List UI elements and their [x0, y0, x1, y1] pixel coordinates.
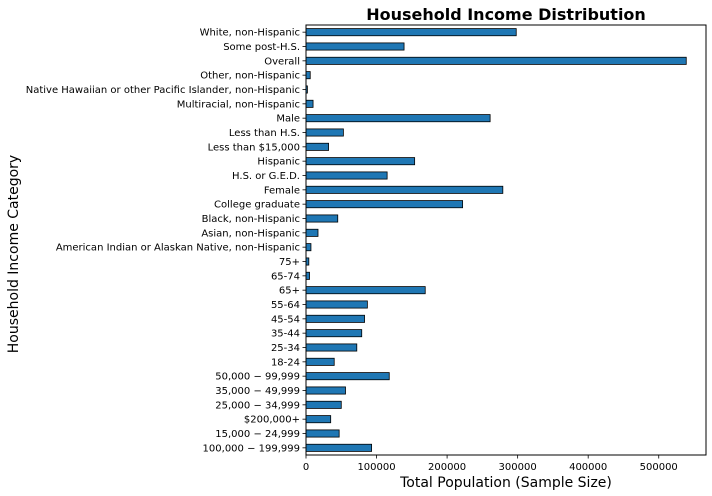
- category-label: Native Hawaiian or other Pacific Islande…: [26, 85, 300, 96]
- category-label: $200,000+: [244, 415, 300, 426]
- category-label: 65+: [279, 286, 300, 297]
- y-axis-title: Household Income Category: [6, 155, 22, 353]
- category-label: 65-74: [271, 271, 300, 282]
- bar: [305, 415, 332, 424]
- category-label: Less than H.S.: [229, 128, 300, 139]
- bar: [305, 314, 365, 323]
- category-label: 50,000 − 99,999: [215, 372, 300, 383]
- bar: [305, 386, 346, 395]
- category-label: Other, non-Hispanic: [200, 71, 300, 82]
- bar: [305, 271, 310, 280]
- category-label: College graduate: [214, 200, 300, 211]
- bar: [305, 71, 311, 80]
- bar: [305, 372, 390, 381]
- bar: [305, 286, 426, 295]
- x-tick-label: 500000: [640, 462, 678, 473]
- x-tick-label: 300000: [499, 462, 537, 473]
- x-axis-ticks: 0 100000 200000 300000 400000 500000: [303, 455, 678, 473]
- category-label: 18-24: [271, 357, 300, 368]
- category-label: 100,000 − 199,999: [203, 443, 300, 454]
- plot-frame: [305, 24, 707, 456]
- chart-title: Household Income Distribution: [366, 5, 646, 24]
- bar: [305, 171, 388, 180]
- category-label: 25,000 − 34,999: [215, 400, 300, 411]
- x-tick-label: 200000: [428, 462, 466, 473]
- bar: [305, 128, 344, 137]
- bar: [305, 300, 368, 309]
- bar: [305, 214, 339, 223]
- bar: [305, 200, 464, 209]
- bar: [305, 400, 342, 409]
- bar: [305, 185, 504, 194]
- bar: [305, 228, 319, 237]
- bar: [305, 42, 405, 51]
- bar: [305, 114, 491, 123]
- category-label: 25-34: [271, 343, 300, 354]
- category-label: 35-44: [271, 329, 300, 340]
- x-axis-title: Total Population (Sample Size): [399, 475, 612, 491]
- bar: [305, 142, 329, 151]
- category-label: 35,000 − 49,999: [215, 386, 300, 397]
- x-tick-label: 100000: [357, 462, 395, 473]
- category-label: White, non-Hispanic: [200, 28, 300, 39]
- category-label: Multiracial, non-Hispanic: [177, 99, 300, 110]
- category-label: Overall: [264, 56, 300, 67]
- category-label: H.S. or G.E.D.: [232, 171, 300, 182]
- bar: [305, 343, 358, 352]
- bars-group: [305, 28, 687, 452]
- bar: [305, 357, 335, 366]
- category-label: 55-64: [271, 300, 300, 311]
- category-label: Hispanic: [257, 157, 300, 168]
- category-label: Asian, non-Hispanic: [201, 228, 300, 239]
- category-label: 75+: [279, 257, 300, 268]
- category-label: American Indian or Alaskan Native, non-H…: [56, 243, 300, 254]
- bar: [305, 99, 314, 108]
- bar: [305, 443, 373, 452]
- category-label: 15,000 − 24,999: [215, 429, 300, 440]
- x-tick-label: 0: [303, 462, 309, 473]
- category-label: Some post-H.S.: [223, 42, 300, 53]
- bar: [305, 243, 312, 252]
- category-label: Male: [276, 114, 300, 125]
- x-tick-label: 400000: [569, 462, 607, 473]
- bar: [305, 329, 363, 338]
- bar: [305, 157, 416, 166]
- category-label: 45-54: [271, 314, 300, 325]
- category-label: Black, non-Hispanic: [202, 214, 300, 225]
- bar: [305, 429, 340, 438]
- bar: [305, 56, 687, 65]
- bar: [305, 28, 517, 37]
- category-labels: White, non-Hispanic Some post-H.S. Overall…: [26, 28, 306, 454]
- category-label: Less than $15,000: [208, 142, 300, 153]
- category-label: Female: [264, 185, 300, 196]
